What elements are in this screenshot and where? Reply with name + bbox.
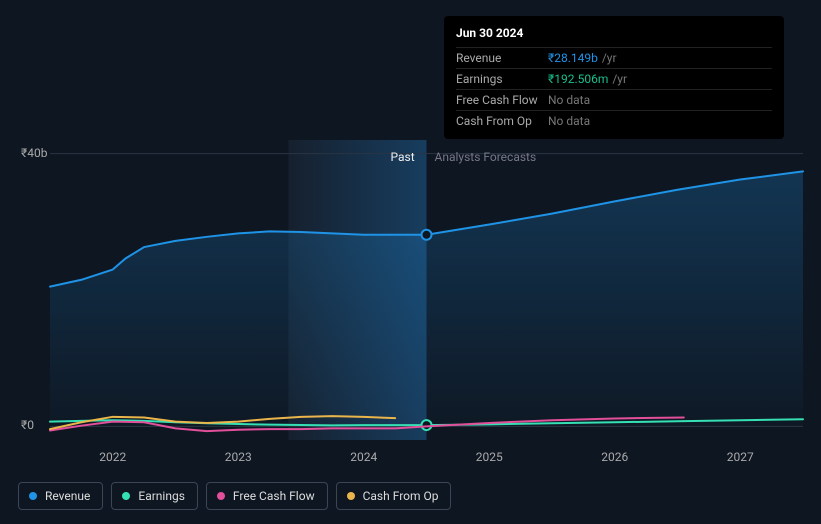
legend-label: Cash From Op — [363, 489, 439, 503]
plot[interactable] — [50, 140, 803, 440]
tooltip-row-label: Cash From Op — [456, 114, 548, 128]
legend-dot — [29, 492, 37, 500]
legend-dot — [122, 492, 130, 500]
x-axis-label: 2022 — [99, 450, 126, 464]
legend-label: Earnings — [138, 489, 185, 503]
tooltip-row-label: Earnings — [456, 72, 548, 86]
legend-dot — [217, 492, 225, 500]
x-axis-label: 2026 — [601, 450, 628, 464]
tooltip-row: Free Cash FlowNo data — [456, 89, 772, 110]
chart-svg — [50, 140, 803, 440]
tooltip-row-label: Revenue — [456, 51, 548, 65]
y-axis-label: ₹0 — [21, 418, 34, 432]
tooltip-rows: Revenue₹28.149b/yrEarnings₹192.506m/yrFr… — [456, 47, 772, 131]
chart-tooltip: Jun 30 2024 Revenue₹28.149b/yrEarnings₹1… — [444, 16, 784, 139]
legend-label: Revenue — [45, 489, 90, 503]
legend-label: Free Cash Flow — [233, 489, 315, 503]
tooltip-row: Earnings₹192.506m/yr — [456, 68, 772, 89]
tooltip-row: Revenue₹28.149b/yr — [456, 47, 772, 68]
legend-item-revenue[interactable]: Revenue — [18, 482, 103, 510]
legend-item-cash-from-op[interactable]: Cash From Op — [336, 482, 452, 510]
tooltip-row-unit: /yr — [612, 72, 627, 86]
forecast-label: Analysts Forecasts — [435, 150, 537, 164]
tooltip-date: Jun 30 2024 — [456, 22, 772, 43]
x-axis-label: 2024 — [350, 450, 377, 464]
y-axis-label: ₹40b — [21, 146, 47, 160]
x-axis-label: 2025 — [476, 450, 503, 464]
legend: Revenue Earnings Free Cash Flow Cash From O… — [18, 482, 451, 510]
tooltip-row-value: No data — [548, 114, 590, 128]
tooltip-row-label: Free Cash Flow — [456, 93, 548, 107]
tooltip-row-value: No data — [548, 93, 590, 107]
tooltip-row-value: ₹192.506m — [548, 72, 608, 86]
tooltip-row: Cash From OpNo data — [456, 110, 772, 131]
legend-dot — [347, 492, 355, 500]
x-axis-label: 2023 — [225, 450, 252, 464]
x-axis-label: 2027 — [727, 450, 754, 464]
legend-item-earnings[interactable]: Earnings — [111, 482, 198, 510]
legend-item-free-cash-flow[interactable]: Free Cash Flow — [206, 482, 328, 510]
tooltip-row-value: ₹28.149b — [548, 51, 598, 65]
tooltip-row-unit: /yr — [602, 51, 617, 65]
past-label: Past — [391, 150, 415, 164]
